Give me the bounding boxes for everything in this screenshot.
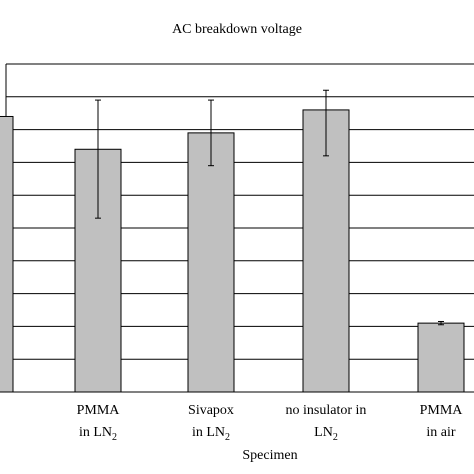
- category-label-line2: LN2: [314, 425, 338, 443]
- bar: [302, 109, 350, 393]
- category-label-line2: in LN2: [79, 425, 117, 443]
- category-label-line2: in LN2: [192, 425, 230, 443]
- category-label-line2: in air: [426, 425, 455, 440]
- bar: [187, 132, 235, 393]
- category-label-line1: PMMA: [77, 403, 121, 418]
- chart-title: AC breakdown voltage: [172, 22, 302, 37]
- error-bars-group: [95, 89, 444, 326]
- bar: [0, 115, 14, 393]
- bars-group: [0, 109, 465, 393]
- category-label-line1: Sivapox: [188, 403, 234, 418]
- bar: [417, 322, 465, 393]
- category-label-line1: PMMA: [420, 403, 464, 418]
- x-axis-label: Specimen: [242, 448, 297, 463]
- category-label-line1: no insulator in: [286, 403, 367, 418]
- category-labels-group: PMMA in LN2 Sivapox in LN2 no insulator in LN…: [77, 403, 464, 443]
